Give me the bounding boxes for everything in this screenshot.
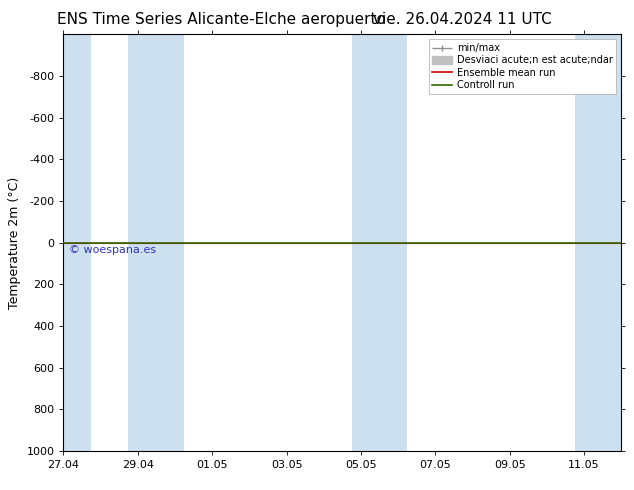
Text: vie. 26.04.2024 11 UTC: vie. 26.04.2024 11 UTC: [373, 12, 552, 27]
Bar: [129, 34, 184, 451]
Text: © woespana.es: © woespana.es: [69, 245, 156, 255]
Y-axis label: Temperature 2m (°C): Temperature 2m (°C): [8, 176, 21, 309]
Text: ENS Time Series Alicante-Elche aeropuerto: ENS Time Series Alicante-Elche aeropuert…: [58, 12, 386, 27]
Bar: [575, 34, 621, 451]
Bar: [63, 34, 91, 451]
Legend: min/max, Desviaci acute;n est acute;ndar, Ensemble mean run, Controll run: min/max, Desviaci acute;n est acute;ndar…: [429, 39, 616, 94]
Bar: [352, 34, 408, 451]
